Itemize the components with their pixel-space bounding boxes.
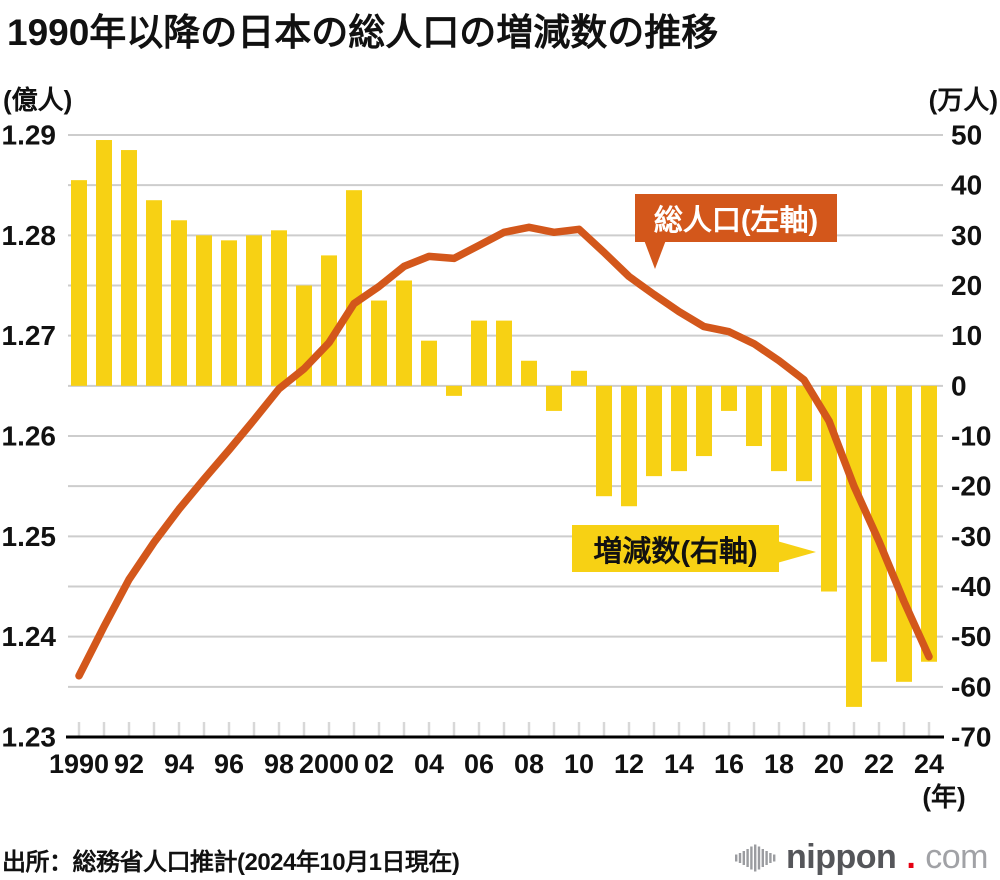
left-axis-tick-label: 1.25 [2,521,57,552]
bar-2007 [496,320,512,386]
line-series-callout-label: 総人口(左軸) [653,205,819,237]
bar-2005 [446,385,462,396]
bar-1997 [246,235,262,386]
right-axis-tick-label: -70 [951,722,991,753]
logo-text-nippon: nippon [786,838,897,876]
x-axis-tick-label: 14 [664,749,694,779]
bar-2014 [671,385,687,472]
bar-2013 [646,385,662,477]
logo-text-com: com [925,838,988,876]
x-axis-tick-label: 94 [164,749,194,779]
bar-callout-pointer-icon [777,541,816,563]
bar-1998 [271,230,287,386]
left-axis-tick-label: 1.23 [2,722,57,753]
bar-2003 [396,280,412,386]
soundwave-icon [735,844,776,871]
x-axis-tick-label: 02 [364,749,394,779]
right-axis-tick-label: 20 [951,270,982,301]
x-axis-tick-label: 98 [264,749,294,779]
bar-2016 [721,385,737,411]
left-axis-tick-label: 1.26 [2,421,57,452]
right-axis-tick-label: -10 [951,421,991,452]
bar-2011 [596,385,612,497]
x-axis-tick-label: 1990 [49,749,109,779]
x-axis-tick-label: 20 [814,749,844,779]
bar-2001 [346,190,362,386]
x-axis-unit-label: (年) [922,782,966,812]
bar-series-callout-label: 増減数(右軸) [593,535,758,568]
bar-2019 [796,385,812,482]
x-axis-tick-label: 10 [564,749,594,779]
bar-2008 [521,360,537,386]
right-axis-tick-label: -30 [951,521,991,552]
x-axis-tick-label: 12 [614,749,644,779]
right-axis-tick-label: -40 [951,571,991,602]
left-axis-unit-label: (億人) [3,85,73,115]
bar-2023 [896,385,912,682]
x-axis-tick-label: 04 [414,749,444,779]
bar-2004 [421,340,437,386]
bar-1994 [171,220,187,386]
bar-2010 [571,370,587,386]
x-axis-tick-label: 08 [514,749,544,779]
bar-2009 [546,385,562,411]
left-axis-tick-label: 1.29 [2,120,57,151]
bar-1990 [71,180,87,386]
bar-1991 [96,140,112,386]
bar-1996 [221,240,237,386]
bar-series-callout: 増減数(右軸) [572,525,779,572]
bar-2000 [321,255,337,386]
bar-2021 [846,385,862,707]
nippon-logo: nippon. com [735,838,988,877]
x-axis-tick-label: 22 [864,749,894,779]
right-axis-unit-label: (万人) [928,85,998,115]
x-axis-tick-label: 2000 [299,749,359,779]
bar-2006 [471,320,487,386]
bar-2018 [771,385,787,472]
x-axis-tick-label: 18 [764,749,794,779]
bar-2012 [621,385,637,507]
total-population-line [75,223,933,680]
bar-1993 [146,200,162,386]
right-axis-tick-label: 40 [951,170,982,201]
x-axis-tick-label: 24 [914,749,944,779]
right-axis-tick-label: -50 [951,621,991,652]
right-axis-tick-label: -60 [951,671,991,702]
x-axis-tick-label: 96 [214,749,244,779]
bar-2022 [871,385,887,662]
left-axis-tick-label: 1.27 [2,320,57,351]
right-axis-tick-label: 10 [951,320,982,351]
right-axis-tick-label: 0 [951,370,967,401]
left-axis-tick-label: 1.28 [2,220,57,251]
x-axis-tick-label: 06 [464,749,494,779]
bar-2017 [746,385,762,447]
bar-2015 [696,385,712,457]
source-note: 出所：総務省人口推計(2024年10月1日現在) [2,849,460,876]
x-axis-tick-label: 16 [714,749,744,779]
bar-1992 [121,150,137,386]
bar-2024 [921,385,937,662]
chart-title: 1990年以降の日本の総人口の増減数の推移 [7,12,719,53]
line-series-callout: 総人口(左軸) [635,194,837,242]
right-axis-tick-label: 30 [951,220,982,251]
bar-1995 [196,235,212,386]
bar-2002 [371,300,387,386]
left-axis-tick-label: 1.24 [2,621,57,652]
logo-dot: . [906,838,916,876]
right-axis-tick-label: 50 [951,120,982,151]
line-callout-pointer-icon [644,240,666,269]
right-axis-tick-label: -20 [951,471,991,502]
x-axis-tick-label: 92 [114,749,144,779]
